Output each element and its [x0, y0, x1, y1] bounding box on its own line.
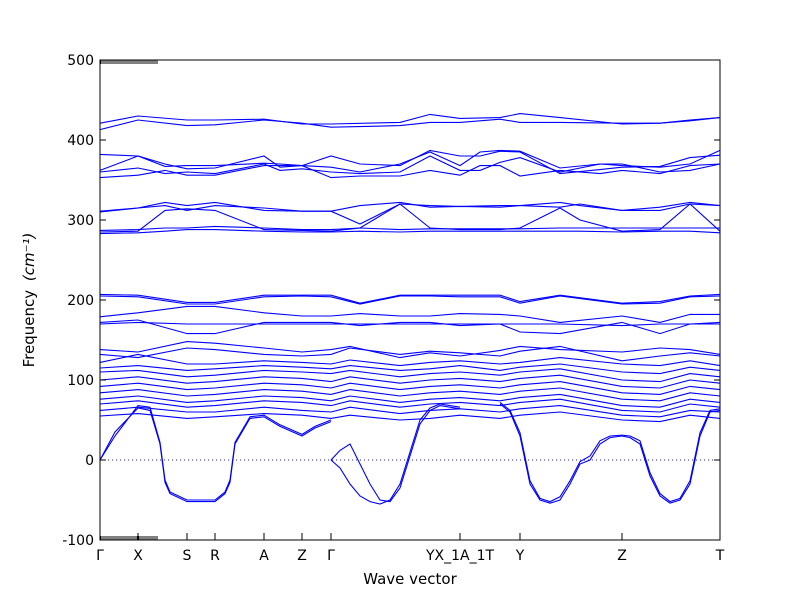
y-axis-label-unit: (cm⁻¹)	[20, 233, 38, 282]
band-line-31	[330, 403, 461, 505]
band-line-26	[99, 398, 721, 413]
band-line-16	[99, 321, 720, 327]
y-tick-label: 500	[67, 53, 94, 69]
band-line-5	[99, 163, 721, 179]
x-axis-label: Wave vector	[363, 570, 457, 588]
band-line-15	[99, 319, 721, 335]
y-tick-label: 400	[67, 133, 94, 149]
x-tick-label: R	[210, 548, 220, 564]
band-line-9	[99, 203, 721, 233]
band-line-25	[99, 393, 721, 408]
x-tick-label: Γ	[327, 548, 335, 564]
band-line-12	[99, 293, 721, 304]
band-line-19	[99, 353, 721, 367]
band-line-6	[99, 155, 721, 175]
y-axis: -100 0 100 200 300 400 500	[62, 53, 720, 549]
x-tick-label: T	[715, 548, 725, 564]
bands-layer	[99, 113, 721, 505]
band-line-2	[99, 117, 721, 131]
band-line-28	[99, 411, 721, 423]
band-line-17	[99, 341, 721, 359]
y-tick-label: 0	[85, 453, 94, 469]
band-line-33	[499, 403, 721, 504]
y-axis-label: Frequency (cm⁻¹)	[20, 233, 38, 368]
x-tick-label: Γ	[96, 548, 104, 564]
x-tick-label: Y	[515, 548, 525, 564]
y-tick-label: 100	[67, 373, 94, 389]
band-line-29	[99, 407, 332, 503]
band-line-11	[99, 229, 721, 235]
y-tick-label: -100	[62, 533, 94, 549]
x-tick-label: A	[259, 548, 269, 564]
y-tick-label: 300	[67, 213, 94, 229]
x-tick-label: X	[133, 548, 143, 564]
band-line-22	[99, 374, 721, 389]
x-axis: Γ X S R A Z Γ YX_1A_1T Y Z T	[96, 60, 725, 564]
band-line-13	[99, 295, 721, 305]
band-line-34	[499, 401, 721, 503]
x-tick-label: Z	[617, 548, 627, 564]
band-line-30	[99, 405, 332, 501]
band-line-10	[99, 225, 720, 231]
band-line-23	[99, 381, 721, 395]
x-tick-label: S	[183, 548, 192, 564]
band-line-4	[99, 149, 721, 175]
y-axis-label-text: Frequency	[20, 290, 38, 368]
band-line-27	[99, 405, 721, 418]
plot-area	[99, 59, 721, 541]
band-line-21	[99, 368, 721, 383]
band-line-32	[330, 405, 461, 503]
band-line-24	[99, 387, 721, 402]
y-tick-label: 200	[67, 293, 94, 309]
x-tick-label: Z	[297, 548, 307, 564]
band-line-20	[99, 363, 721, 375]
x-tick-label: YX_1A_1T	[425, 548, 495, 564]
band-line-18	[99, 345, 721, 362]
band-line-14	[99, 305, 720, 323]
